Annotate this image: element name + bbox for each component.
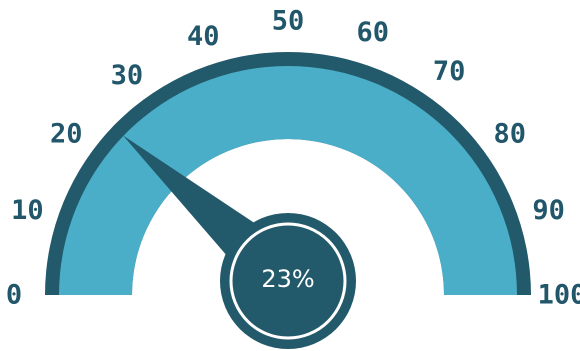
tick-label-80: 80 <box>493 118 526 149</box>
tick-label-10: 10 <box>11 195 44 226</box>
tick-label-20: 20 <box>50 118 83 149</box>
gauge-value-label: 23% <box>261 265 314 293</box>
gauge-inner-band <box>59 66 517 295</box>
tick-label-50: 50 <box>272 6 305 37</box>
tick-label-0: 0 <box>6 280 22 311</box>
tick-label-40: 40 <box>187 21 220 52</box>
tick-label-30: 30 <box>111 60 144 91</box>
tick-label-60: 60 <box>356 17 389 48</box>
tick-label-90: 90 <box>532 195 565 226</box>
gauge-hub <box>220 213 356 349</box>
tick-labels: 0 10 20 30 40 50 60 70 80 90 100 <box>6 6 580 311</box>
gauge-hub-ring <box>229 222 347 340</box>
tick-label-100: 100 <box>538 280 580 311</box>
tick-label-70: 70 <box>433 56 466 87</box>
